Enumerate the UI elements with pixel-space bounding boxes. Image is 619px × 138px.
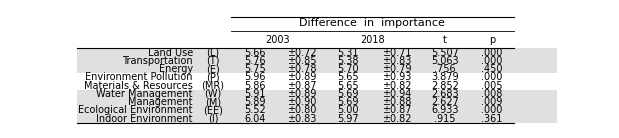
Text: 5.86: 5.86 [244,81,266,91]
Text: 5.91: 5.91 [244,89,266,99]
Text: (E): (E) [206,64,220,74]
Text: 2018: 2018 [360,35,385,45]
Text: ±0.94: ±0.94 [382,89,411,99]
Text: .361: .361 [481,114,503,124]
Text: ±0.90: ±0.90 [287,97,316,107]
Text: .008: .008 [481,89,503,99]
Text: Land Use: Land Use [148,48,193,58]
Text: 2003: 2003 [266,35,290,45]
Bar [77,115,557,123]
Text: 5.69: 5.69 [338,97,359,107]
Text: Energy: Energy [159,64,193,74]
Text: 5.65: 5.65 [337,81,359,91]
Text: 5.38: 5.38 [338,56,359,66]
Text: 5.00: 5.00 [338,105,359,115]
Text: 5.97: 5.97 [337,114,359,124]
Text: ±0.89: ±0.89 [287,89,316,99]
Text: 2.683: 2.683 [431,89,459,99]
Text: Materials & Resources: Materials & Resources [84,81,193,91]
Text: 5.52: 5.52 [244,105,266,115]
Text: .450: .450 [481,64,503,74]
Text: ±0.82: ±0.82 [382,114,411,124]
Text: .756: .756 [435,64,456,74]
Text: .009: .009 [481,97,503,107]
Text: ±0.80: ±0.80 [287,105,316,115]
Text: p: p [489,35,495,45]
Text: 2.627: 2.627 [431,97,459,107]
Text: Indoor Environment: Indoor Environment [97,114,193,124]
Text: 5.063: 5.063 [431,56,459,66]
Text: Water Management: Water Management [97,89,193,99]
Text: Transportation: Transportation [123,56,193,66]
Text: (L): (L) [206,48,220,58]
Text: ±0.85: ±0.85 [287,56,316,66]
Text: 5.75: 5.75 [244,64,266,74]
Bar [77,106,557,115]
Text: 5.65: 5.65 [337,72,359,82]
Text: .005: .005 [481,81,503,91]
Text: ±0.83: ±0.83 [382,56,411,66]
Text: ±0.71: ±0.71 [382,48,411,58]
Text: ±0.72: ±0.72 [287,48,316,58]
Text: t: t [443,35,447,45]
Text: (EE): (EE) [203,105,223,115]
Text: (T): (T) [206,56,220,66]
Bar [77,65,557,73]
Text: 5.76: 5.76 [244,56,266,66]
Text: 3.879: 3.879 [431,72,459,82]
Text: Environment Pollution: Environment Pollution [85,72,193,82]
Text: ±0.87: ±0.87 [287,81,316,91]
Text: .000: .000 [481,72,503,82]
Text: ±0.89: ±0.89 [287,72,316,82]
Text: ±0.82: ±0.82 [382,81,411,91]
Text: (M): (M) [205,97,221,107]
Text: ±0.93: ±0.93 [382,72,411,82]
Text: (I): (I) [207,114,218,124]
Text: 2.852: 2.852 [431,81,459,91]
Text: .000: .000 [481,105,503,115]
Bar [77,90,557,98]
Text: .000: .000 [481,48,503,58]
Text: 5.70: 5.70 [337,64,359,74]
Text: ±0.78: ±0.78 [287,64,316,74]
Text: Management: Management [129,97,193,107]
Text: (MR): (MR) [201,81,225,91]
Text: .915: .915 [435,114,456,124]
Text: (P): (P) [206,72,220,82]
Text: Difference  in  importance: Difference in importance [300,18,445,28]
Text: 5.31: 5.31 [338,48,359,58]
Text: ±0.88: ±0.88 [382,97,411,107]
Text: ±0.87: ±0.87 [382,105,411,115]
Bar [77,57,557,65]
Text: 5.89: 5.89 [244,97,266,107]
Text: Ecological Environment: Ecological Environment [79,105,193,115]
Text: 5.69: 5.69 [338,89,359,99]
Bar [77,98,557,106]
Text: 6.933: 6.933 [431,105,459,115]
Text: 5.66: 5.66 [244,48,266,58]
Text: ±0.83: ±0.83 [287,114,316,124]
Text: (W): (W) [204,89,222,99]
Bar [77,48,557,57]
Text: ±0.79: ±0.79 [382,64,411,74]
Text: 5.96: 5.96 [244,72,266,82]
Text: 5.507: 5.507 [431,48,459,58]
Text: 6.04: 6.04 [244,114,266,124]
Text: .000: .000 [481,56,503,66]
